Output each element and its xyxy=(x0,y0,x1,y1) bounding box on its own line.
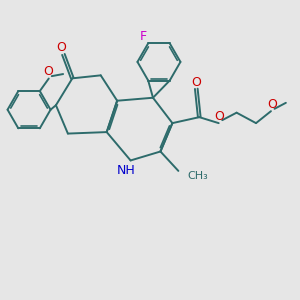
Text: CH₃: CH₃ xyxy=(187,171,208,181)
Text: F: F xyxy=(140,30,147,43)
Text: O: O xyxy=(214,110,224,123)
Text: O: O xyxy=(267,98,277,111)
Text: O: O xyxy=(56,41,66,54)
Text: NH: NH xyxy=(117,164,136,176)
Text: O: O xyxy=(43,65,53,79)
Text: O: O xyxy=(191,76,201,89)
